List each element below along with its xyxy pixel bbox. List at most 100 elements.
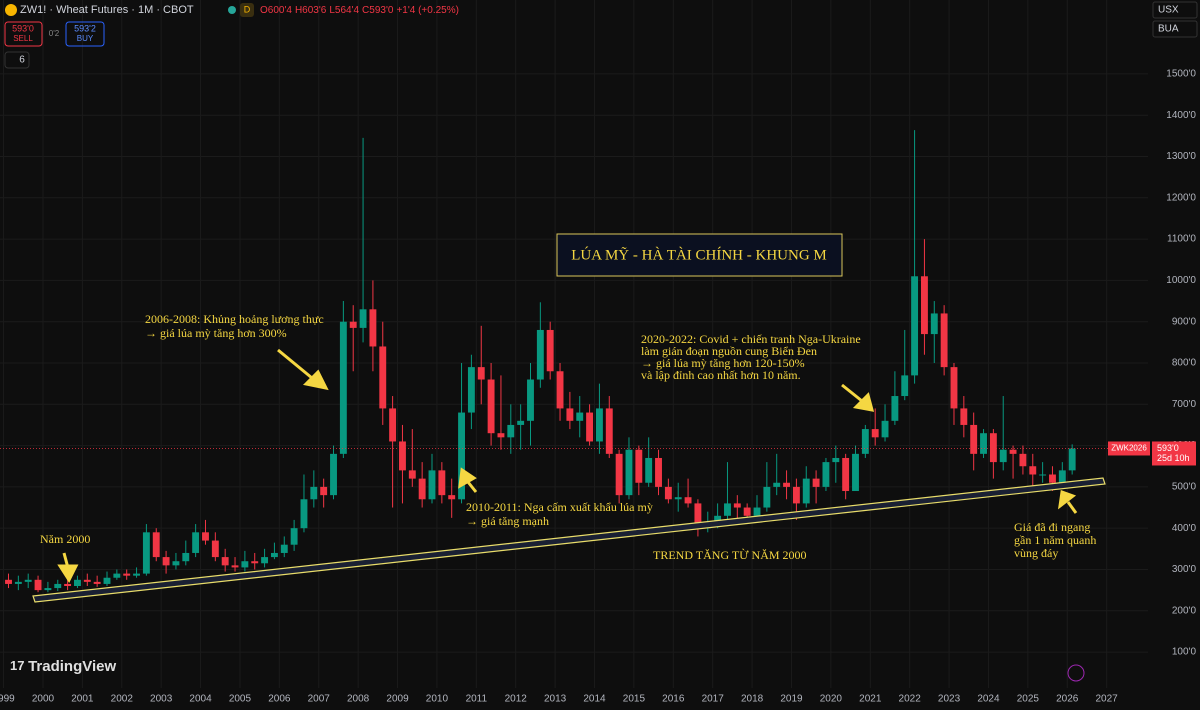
candle-body: [891, 396, 899, 421]
candle-body: [517, 420, 525, 425]
candle-body: [1019, 453, 1027, 467]
x-tick-label: 2009: [386, 694, 409, 705]
candle-body: [113, 573, 121, 578]
alert-icon[interactable]: [1067, 664, 1085, 682]
candle-body: [576, 412, 584, 421]
annotation-line: làm gián đoạn nguồn cung Biển Đen: [641, 344, 817, 358]
candle-body: [359, 309, 367, 328]
x-tick-label: 1999: [0, 694, 15, 705]
ohlc: O600'4 H603'6 L564'4 C593'0 +1'4 (+0.25%): [260, 5, 459, 16]
x-tick-label: 2000: [32, 694, 55, 705]
candle-body: [832, 457, 840, 463]
annotation-line: và lập đỉnh cao nhất hơn 10 năm.: [641, 368, 801, 382]
candle-body: [901, 375, 909, 397]
currency: USX: [1158, 5, 1179, 16]
x-tick-label: 2024: [977, 694, 1000, 705]
candle-body: [14, 581, 22, 584]
candle-body: [142, 532, 150, 574]
exchange: CBOT: [163, 4, 194, 16]
annotation: Giá đã đi ngang gần 1 năm quanh vùng đáy: [1014, 520, 1096, 560]
candle-body: [802, 478, 810, 504]
candle-body: [635, 449, 643, 483]
candle-body: [251, 561, 259, 564]
sep: ·: [46, 4, 56, 16]
annotation: 2020-2022: Covid + chiến tranh Nga-Ukrai…: [641, 332, 861, 382]
annotation: 2010-2011: Nga cấm xuất khẩu lúa mỳ → giá…: [466, 500, 653, 528]
sell-button[interactable]: [4, 21, 43, 47]
candle-body: [467, 367, 475, 413]
candle-body: [162, 557, 170, 566]
candle-body: [5, 579, 12, 584]
status-dot: [228, 6, 236, 14]
arrow-head: [302, 369, 329, 391]
sep: ·: [153, 4, 163, 16]
time-axis: [0, 688, 1200, 710]
candle-body: [684, 497, 692, 504]
candle-body: [920, 276, 928, 335]
annotation-line: Giá đã đi ngang: [1014, 520, 1090, 534]
annotation-line: → giá lúa mỳ tăng hơn 120-150%: [641, 356, 805, 370]
currency-box[interactable]: [1152, 1, 1198, 19]
unit-box[interactable]: [1152, 20, 1198, 38]
d-badge: [240, 3, 254, 17]
x-tick-label: 2013: [544, 694, 567, 705]
buy-button[interactable]: [65, 21, 105, 47]
logo-mark: 17: [10, 658, 28, 673]
candle-body: [24, 579, 32, 582]
candle-body: [507, 424, 515, 438]
price-tag-box: [1152, 441, 1196, 466]
candle-body: [989, 433, 997, 463]
candle-body: [290, 528, 298, 545]
candle-body: [645, 457, 653, 483]
instrument: Wheat Futures: [56, 4, 129, 16]
candle-body: [123, 573, 131, 576]
candle-body: [211, 540, 219, 558]
candle-body: [300, 499, 308, 529]
chart-title: LÚA MỸ - HÀ TÀI CHÍNH - KHUNG M: [571, 246, 827, 263]
candle-body: [44, 588, 52, 591]
arrow-head: [57, 564, 79, 584]
candle-body: [389, 408, 397, 442]
logo: 17 TradingView: [10, 658, 116, 675]
sep: ·: [128, 4, 138, 16]
axes: 100'0200'0300'0400'0500'0600'0700'0800'0…: [0, 69, 1196, 705]
candle-body: [674, 497, 682, 500]
candle-body: [556, 371, 564, 409]
candle-body: [566, 408, 574, 421]
candle-body: [753, 507, 761, 516]
buy-price: 593'2: [74, 23, 96, 33]
y-tick-label: 1000'0: [1166, 275, 1196, 286]
x-tick-label: 2002: [111, 694, 134, 705]
arrow: [277, 348, 313, 380]
candle-body: [349, 321, 357, 328]
x-tick-label: 2026: [1056, 694, 1079, 705]
candle-body: [34, 579, 42, 591]
price-tag-price: 593'0: [1157, 443, 1179, 453]
sell-label: SELL: [13, 34, 33, 43]
candle-body: [54, 583, 62, 589]
candle-body: [605, 408, 613, 454]
candles: [0, 130, 1148, 593]
candle-body: [280, 544, 288, 553]
header-symbol: ZW1! · Wheat Futures · 1M · CBOT: [20, 4, 194, 16]
annotation-line: vùng đáy: [1014, 546, 1058, 560]
candle-body: [310, 486, 318, 500]
candle-body: [152, 532, 160, 558]
logo-text: TradingView: [28, 658, 116, 675]
candle-body: [428, 470, 436, 500]
candle-body: [448, 495, 456, 500]
indicator-toggle[interactable]: [4, 51, 30, 69]
price-axis: [1148, 0, 1200, 688]
annotation-line: TREND TĂNG TỪ NĂM 2000: [653, 548, 807, 562]
candle-body: [536, 329, 544, 380]
arrow: [1066, 501, 1078, 514]
annotation-line: gần 1 năm quanh: [1014, 533, 1096, 547]
candle-body: [881, 420, 889, 438]
candle-body: [1049, 474, 1056, 483]
x-tick-label: 2014: [583, 694, 606, 705]
x-tick-label: 2005: [229, 694, 252, 705]
y-tick-label: 300'0: [1172, 564, 1197, 575]
candle-body: [960, 408, 968, 425]
x-tick-label: 2008: [347, 694, 370, 705]
